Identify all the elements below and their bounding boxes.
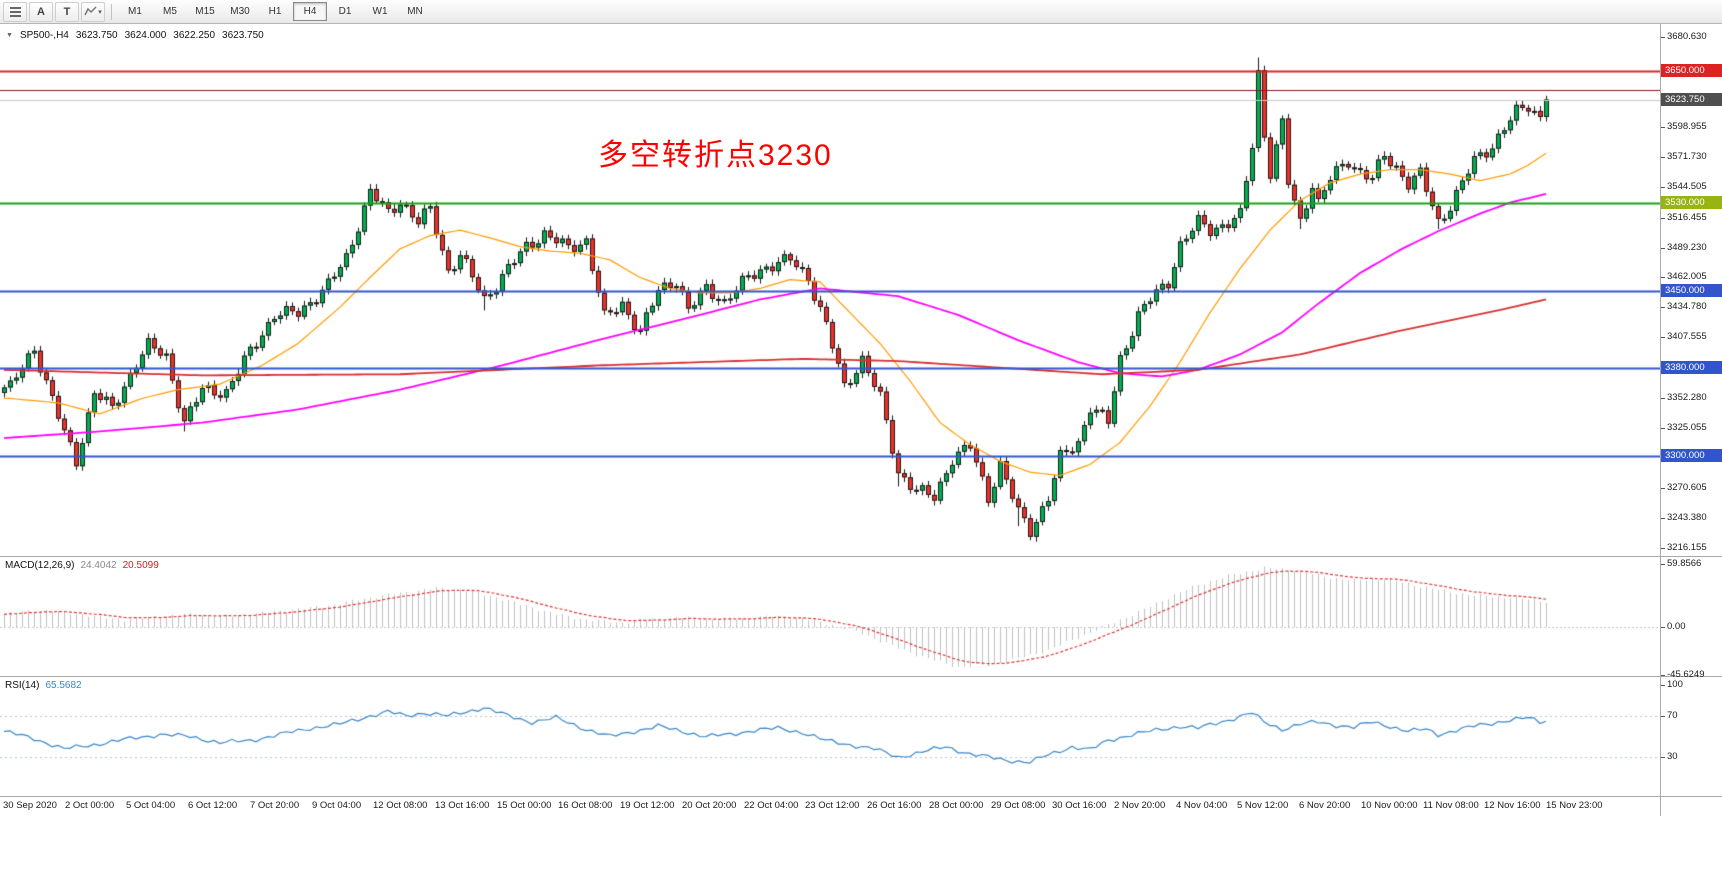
price-chart-canvas[interactable] bbox=[0, 24, 1660, 556]
time-tick: 2 Nov 20:00 bbox=[1114, 800, 1166, 811]
price-tick: 3325.055 bbox=[1661, 422, 1707, 433]
time-tick: 6 Oct 12:00 bbox=[188, 800, 238, 811]
price-tick: 3571.730 bbox=[1661, 151, 1707, 162]
price-annotation-text: 多空转折点3230 bbox=[598, 139, 833, 172]
price-tick: 3216.155 bbox=[1661, 542, 1707, 553]
timeframe-d1-button[interactable]: D1 bbox=[338, 6, 352, 17]
price-tick: 3434.780 bbox=[1661, 301, 1707, 312]
price-tick: 3544.505 bbox=[1661, 181, 1707, 192]
rsi-indicator-label: RSI(14) 65.5682 bbox=[5, 680, 82, 691]
timeframe-m5-button[interactable]: M5 bbox=[163, 6, 177, 17]
ohlc-open: 3623.750 bbox=[75, 30, 118, 41]
toolbar-separator bbox=[111, 3, 112, 20]
rsi-axis-tick: 30 bbox=[1661, 751, 1678, 762]
timeframe-m15-button[interactable]: M15 bbox=[195, 6, 215, 17]
zigzag-indicator-icon[interactable]: ▾ bbox=[81, 1, 105, 22]
price-tick: 3407.555 bbox=[1661, 331, 1707, 342]
time-tick: 15 Oct 00:00 bbox=[497, 800, 552, 811]
price-tick: 3516.455 bbox=[1661, 212, 1707, 223]
time-tick: 26 Oct 16:00 bbox=[867, 800, 922, 811]
price-level-label: 3450.000 bbox=[1661, 284, 1722, 297]
toolbar-icon-group: A T ▾ bbox=[3, 1, 105, 22]
text-tool-t-icon[interactable]: T bbox=[55, 1, 79, 22]
price-tick: 3598.955 bbox=[1661, 121, 1707, 132]
macd-main-value: 24.4042 bbox=[80, 560, 117, 571]
panel-separator[interactable] bbox=[0, 796, 1722, 797]
time-tick: 19 Oct 12:00 bbox=[620, 800, 675, 811]
price-tick: 3270.605 bbox=[1661, 482, 1707, 493]
time-tick: 9 Oct 04:00 bbox=[312, 800, 362, 811]
ohlc-low: 3622.250 bbox=[173, 30, 216, 41]
time-tick: 30 Oct 16:00 bbox=[1052, 800, 1107, 811]
time-tick: 7 Oct 20:00 bbox=[250, 800, 300, 811]
time-tick: 11 Nov 08:00 bbox=[1423, 800, 1479, 811]
macd-name: MACD(12,26,9) bbox=[5, 560, 75, 571]
timeframe-m30-button[interactable]: M30 bbox=[230, 6, 250, 17]
time-tick: 16 Oct 08:00 bbox=[558, 800, 613, 811]
time-tick: 5 Nov 12:00 bbox=[1237, 800, 1289, 811]
toolbar-menu-icon[interactable] bbox=[3, 1, 27, 22]
macd-axis-tick: 59.8566 bbox=[1660, 558, 1702, 569]
macd-axis-tick: 0.00 bbox=[1661, 621, 1686, 632]
time-tick: 22 Oct 04:00 bbox=[744, 800, 799, 811]
time-tick: 12 Oct 08:00 bbox=[373, 800, 428, 811]
price-tick: 3489.230 bbox=[1661, 242, 1707, 253]
panel-separator[interactable] bbox=[0, 676, 1722, 677]
price-tick: 3352.280 bbox=[1661, 392, 1707, 403]
time-tick: 28 Oct 00:00 bbox=[929, 800, 984, 811]
timeframe-w1-button[interactable]: W1 bbox=[372, 6, 388, 17]
macd-signal-value: 20.5099 bbox=[122, 560, 159, 571]
macd-indicator-label: MACD(12,26,9) 24.4042 20.5099 bbox=[5, 560, 159, 571]
collapse-arrow-icon[interactable]: ▼ bbox=[6, 32, 13, 39]
price-level-label: 3530.000 bbox=[1661, 196, 1722, 209]
time-tick: 23 Oct 12:00 bbox=[805, 800, 860, 811]
toolbar: A T ▾ M1 M5 M15 M30 H1 H4 D1 W1 MN bbox=[0, 0, 1722, 24]
rsi-value: 65.5682 bbox=[45, 680, 82, 691]
price-level-label: 3380.000 bbox=[1661, 361, 1722, 374]
rsi-canvas[interactable] bbox=[0, 677, 1660, 796]
time-tick: 15 Nov 23:00 bbox=[1546, 800, 1603, 811]
timeframe-h1-button[interactable]: H1 bbox=[268, 6, 282, 17]
time-tick: 10 Nov 00:00 bbox=[1361, 800, 1418, 811]
macd-canvas[interactable] bbox=[0, 557, 1660, 676]
time-tick: 5 Oct 04:00 bbox=[126, 800, 176, 811]
symbol-period-label: SP500-,H4 bbox=[19, 30, 69, 41]
price-axis[interactable]: 3680.630 3598.955 3571.730 3544.505 3516.455… bbox=[1660, 24, 1722, 816]
time-tick: 2 Oct 00:00 bbox=[65, 800, 115, 811]
timeframe-m1-button[interactable]: M1 bbox=[128, 6, 142, 17]
time-tick: 29 Oct 08:00 bbox=[991, 800, 1046, 811]
text-label-a-icon[interactable]: A bbox=[29, 1, 53, 22]
zigzag-glyph bbox=[84, 6, 97, 16]
timeframe-h4-button[interactable]: H4 bbox=[293, 2, 327, 21]
timeframe-toolbar: M1 M5 M15 M30 H1 H4 D1 W1 MN bbox=[118, 2, 432, 21]
macd-axis-tick: -45.6249 bbox=[1661, 669, 1705, 680]
timeframe-mn-button[interactable]: MN bbox=[407, 6, 423, 17]
price-tick: 3462.005 bbox=[1661, 271, 1707, 282]
current-price-label: 3623.750 bbox=[1661, 93, 1722, 106]
ohlc-high: 3624.000 bbox=[124, 30, 167, 41]
time-tick: 12 Nov 16:00 bbox=[1484, 800, 1541, 811]
ohlc-close: 3623.750 bbox=[222, 30, 264, 41]
rsi-axis-tick: 70 bbox=[1661, 710, 1678, 721]
dropdown-caret-icon: ▾ bbox=[98, 8, 102, 16]
time-tick: 4 Nov 04:00 bbox=[1176, 800, 1228, 811]
rsi-axis-tick: 100 bbox=[1661, 679, 1683, 690]
time-tick: 30 Sep 2020 bbox=[3, 800, 57, 811]
icon-glyph: A bbox=[37, 5, 45, 18]
hamburger-glyph bbox=[9, 6, 21, 18]
time-tick: 6 Nov 20:00 bbox=[1299, 800, 1351, 811]
icon-glyph: T bbox=[63, 5, 71, 18]
panel-separator[interactable] bbox=[0, 556, 1722, 557]
time-tick: 20 Oct 20:00 bbox=[682, 800, 737, 811]
price-level-label: 3300.000 bbox=[1661, 449, 1722, 462]
rsi-name: RSI(14) bbox=[5, 680, 40, 691]
price-level-label: 3650.000 bbox=[1661, 64, 1722, 77]
price-tick: 3680.630 bbox=[1661, 31, 1707, 42]
time-tick: 13 Oct 16:00 bbox=[435, 800, 490, 811]
chart-symbol-header: ▼ SP500-,H4 3623.750 3624.000 3622.250 3… bbox=[6, 30, 264, 41]
price-tick: 3243.380 bbox=[1661, 512, 1707, 523]
time-axis[interactable]: 30 Sep 2020 2 Oct 00:00 5 Oct 04:00 6 Oct 1… bbox=[0, 797, 1660, 819]
